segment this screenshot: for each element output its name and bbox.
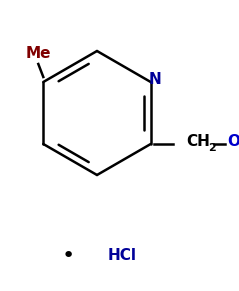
- Text: HCl: HCl: [108, 248, 137, 262]
- Text: OH: OH: [228, 134, 239, 148]
- Text: 2: 2: [208, 143, 215, 153]
- Text: •: •: [61, 246, 75, 266]
- Text: CH: CH: [187, 134, 211, 148]
- Text: N: N: [148, 72, 161, 86]
- Text: Me: Me: [26, 47, 51, 61]
